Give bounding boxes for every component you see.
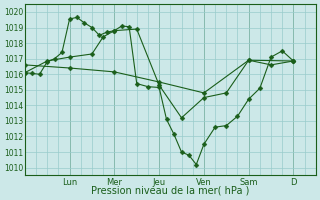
Text: Sam: Sam	[239, 178, 258, 187]
Text: Jeu: Jeu	[153, 178, 166, 187]
Text: Ven: Ven	[196, 178, 212, 187]
X-axis label: Pression niveau de la mer( hPa ): Pression niveau de la mer( hPa )	[91, 186, 250, 196]
Text: Mer: Mer	[106, 178, 122, 187]
Text: D: D	[290, 178, 297, 187]
Text: Lun: Lun	[62, 178, 77, 187]
